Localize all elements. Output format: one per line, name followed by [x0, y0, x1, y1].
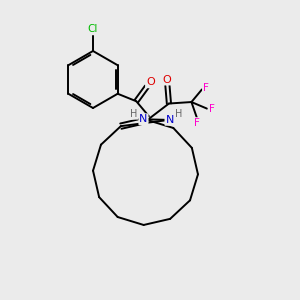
Text: F: F	[203, 82, 209, 93]
Text: F: F	[194, 118, 200, 128]
Text: Cl: Cl	[88, 24, 98, 34]
Text: O: O	[146, 77, 155, 87]
Text: H: H	[130, 109, 138, 119]
Text: N: N	[165, 115, 174, 125]
Text: H: H	[175, 109, 182, 119]
Text: N: N	[139, 114, 148, 124]
Text: O: O	[163, 74, 171, 85]
Text: F: F	[208, 103, 214, 114]
